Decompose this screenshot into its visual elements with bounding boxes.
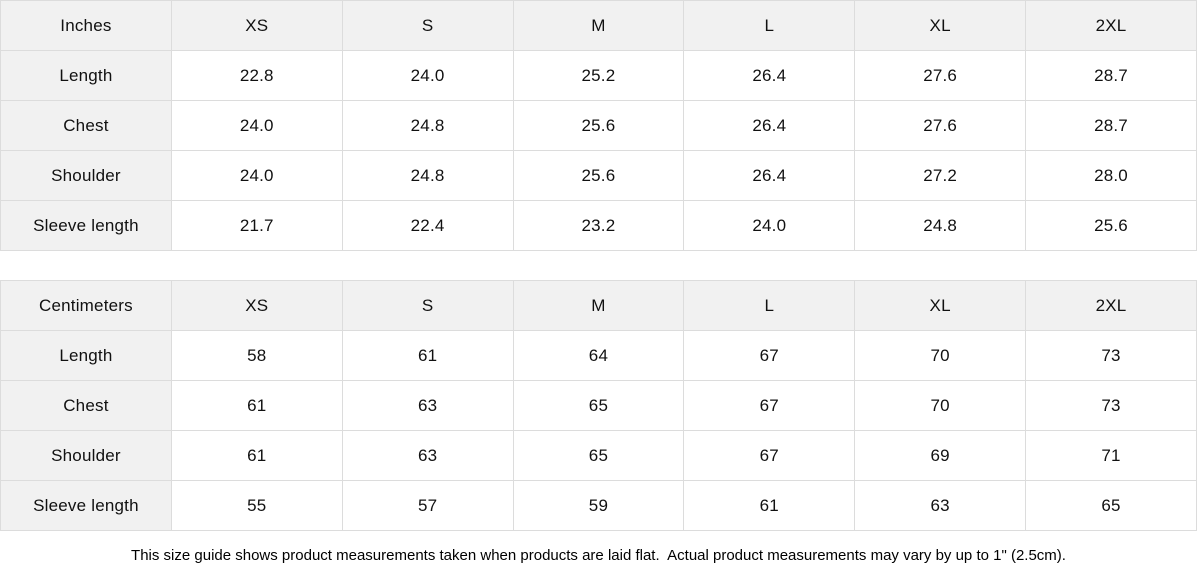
measurement-cell: 70	[854, 380, 1027, 432]
measurement-cell: 24.8	[341, 150, 514, 201]
table-row: Chest 61 63 65 67 70 73	[0, 380, 1197, 432]
measurement-cell: 28.0	[1025, 150, 1197, 201]
measurement-cell: 57	[341, 480, 514, 532]
table-gap	[0, 251, 1197, 281]
measurement-cell: 22.8	[170, 50, 343, 101]
measurement-cell: 24.0	[170, 150, 343, 201]
measurement-cell: 25.6	[1025, 200, 1197, 251]
measurement-cell: 28.7	[1025, 50, 1197, 101]
measurement-cell: 63	[341, 430, 514, 482]
size-column-header: M	[512, 0, 685, 51]
measurement-cell: 63	[854, 480, 1027, 532]
measurement-cell: 24.8	[854, 200, 1027, 251]
table-row: Chest 24.0 24.8 25.6 26.4 27.6 28.7	[0, 100, 1197, 151]
measurement-cell: 22.4	[341, 200, 514, 251]
size-table-inches: Inches XS S M L XL 2XL Length 22.8 24.0 25.2 26.4 27…	[0, 0, 1197, 251]
table-row: Length 22.8 24.0 25.2 26.4 27.6 28.7	[0, 50, 1197, 101]
measurement-cell: 64	[512, 330, 685, 382]
table-row: Sleeve length 55 57 59 61 63 65	[0, 480, 1197, 532]
table-row: Shoulder 24.0 24.8 25.6 26.4 27.2 28.0	[0, 150, 1197, 201]
size-guide-note: This size guide shows product measuremen…	[0, 531, 1197, 580]
row-label: Chest	[0, 100, 172, 151]
size-column-header: M	[512, 280, 685, 332]
measurement-cell: 61	[170, 430, 343, 482]
measurement-cell: 24.0	[170, 100, 343, 151]
size-column-header: L	[683, 280, 856, 332]
measurement-cell: 25.2	[512, 50, 685, 101]
row-label: Shoulder	[0, 430, 172, 482]
measurement-cell: 61	[170, 380, 343, 432]
measurement-cell: 73	[1025, 330, 1197, 382]
size-column-header: XS	[170, 280, 343, 332]
measurement-cell: 70	[854, 330, 1027, 382]
measurement-cell: 26.4	[683, 50, 856, 101]
size-table-centimeters: Centimeters XS S M L XL 2XL Length 58 61 64 67 70 73 C…	[0, 280, 1197, 532]
measurement-cell: 65	[512, 430, 685, 482]
size-column-header: XS	[170, 0, 343, 51]
measurement-cell: 69	[854, 430, 1027, 482]
measurement-cell: 67	[683, 430, 856, 482]
table-row: Sleeve length 21.7 22.4 23.2 24.0 24.8 25.6	[0, 200, 1197, 251]
row-label: Sleeve length	[0, 200, 172, 251]
measurement-cell: 55	[170, 480, 343, 532]
measurement-cell: 67	[683, 330, 856, 382]
measurement-cell: 23.2	[512, 200, 685, 251]
measurement-cell: 65	[512, 380, 685, 432]
measurement-cell: 25.6	[512, 150, 685, 201]
measurement-cell: 25.6	[512, 100, 685, 151]
measurement-cell: 67	[683, 380, 856, 432]
unit-header-cell: Inches	[0, 0, 172, 51]
row-label: Shoulder	[0, 150, 172, 201]
measurement-cell: 21.7	[170, 200, 343, 251]
size-column-header: 2XL	[1025, 0, 1197, 51]
measurement-cell: 24.0	[683, 200, 856, 251]
measurement-cell: 26.4	[683, 100, 856, 151]
size-column-header: L	[683, 0, 856, 51]
unit-header-cell: Centimeters	[0, 280, 172, 332]
row-label: Length	[0, 330, 172, 382]
row-label: Length	[0, 50, 172, 101]
table-header-row: Inches XS S M L XL 2XL	[0, 0, 1197, 51]
size-column-header: XL	[854, 280, 1027, 332]
measurement-cell: 65	[1025, 480, 1197, 532]
table-header-row: Centimeters XS S M L XL 2XL	[0, 280, 1197, 332]
measurement-cell: 63	[341, 380, 514, 432]
row-label: Chest	[0, 380, 172, 432]
measurement-cell: 27.6	[854, 50, 1027, 101]
size-column-header: S	[341, 0, 514, 51]
measurement-cell: 71	[1025, 430, 1197, 482]
size-column-header: XL	[854, 0, 1027, 51]
measurement-cell: 28.7	[1025, 100, 1197, 151]
row-label: Sleeve length	[0, 480, 172, 532]
measurement-cell: 61	[341, 330, 514, 382]
measurement-cell: 58	[170, 330, 343, 382]
size-column-header: S	[341, 280, 514, 332]
measurement-cell: 24.0	[341, 50, 514, 101]
measurement-cell: 27.2	[854, 150, 1027, 201]
size-column-header: 2XL	[1025, 280, 1197, 332]
measurement-cell: 73	[1025, 380, 1197, 432]
table-row: Shoulder 61 63 65 67 69 71	[0, 430, 1197, 482]
measurement-cell: 61	[683, 480, 856, 532]
measurement-cell: 26.4	[683, 150, 856, 201]
table-row: Length 58 61 64 67 70 73	[0, 330, 1197, 382]
measurement-cell: 24.8	[341, 100, 514, 151]
measurement-cell: 27.6	[854, 100, 1027, 151]
measurement-cell: 59	[512, 480, 685, 532]
